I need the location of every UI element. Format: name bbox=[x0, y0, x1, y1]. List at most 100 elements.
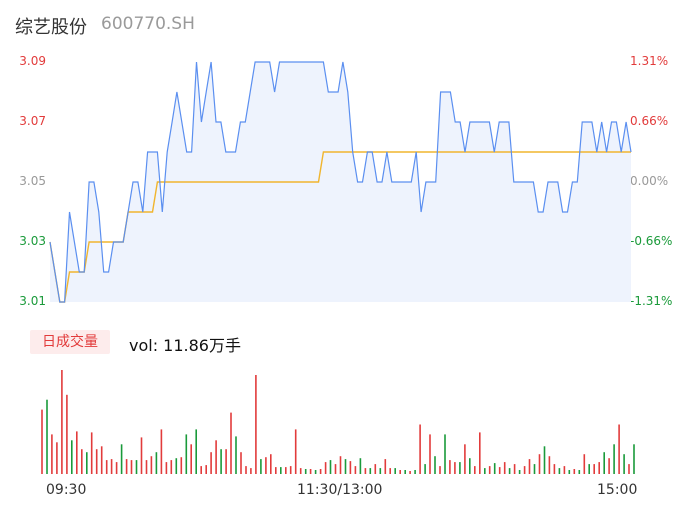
volume-bar bbox=[294, 429, 297, 474]
volume-bar bbox=[150, 456, 153, 474]
x-tick-open: 09:30 bbox=[46, 482, 87, 498]
volume-bar bbox=[419, 424, 421, 474]
volume-bar bbox=[289, 466, 292, 474]
volume-bar bbox=[588, 464, 590, 474]
volume-bar bbox=[454, 462, 456, 474]
volume-bar bbox=[225, 449, 227, 474]
volume-bar bbox=[334, 464, 337, 474]
volume-bar bbox=[583, 454, 586, 474]
volume-bar bbox=[175, 458, 178, 474]
volume-bar bbox=[314, 470, 317, 474]
volume-total: vol: 11.86万手 bbox=[129, 336, 241, 355]
volume-bar bbox=[215, 440, 217, 474]
volume-bar bbox=[593, 464, 595, 474]
volume-bar bbox=[235, 436, 237, 474]
volume-bar bbox=[76, 431, 78, 474]
volume-bars bbox=[41, 370, 635, 474]
price-line bbox=[49, 61, 632, 303]
stock-name: 综艺股份 bbox=[15, 17, 87, 38]
volume-bar bbox=[220, 449, 222, 474]
volume-bar bbox=[598, 462, 600, 474]
volume-bar bbox=[568, 470, 571, 474]
volume-bar bbox=[71, 440, 73, 474]
y-tick-right: -1.31% bbox=[630, 294, 673, 308]
y-tick-right: 1.31% bbox=[630, 54, 669, 68]
volume-bar bbox=[429, 434, 431, 474]
volume-bar bbox=[374, 464, 377, 474]
volume-bar bbox=[439, 466, 441, 474]
volume-bar bbox=[548, 456, 551, 474]
volume-bar bbox=[140, 437, 143, 474]
volume-bar bbox=[464, 444, 466, 474]
volume-bar bbox=[394, 468, 396, 474]
volume-bar bbox=[61, 370, 63, 474]
volume-bar bbox=[270, 454, 272, 474]
volume-bar bbox=[185, 434, 188, 474]
volume-bar bbox=[344, 459, 347, 474]
volume-bar bbox=[170, 460, 173, 474]
volume-bar bbox=[200, 466, 202, 474]
y-tick-left: 3.07 bbox=[19, 114, 46, 128]
volume-bar bbox=[409, 471, 411, 474]
volume-tab[interactable]: 日成交量 bbox=[30, 330, 110, 354]
volume-bar bbox=[329, 460, 332, 474]
volume-bar bbox=[165, 462, 168, 474]
volume-bar bbox=[508, 468, 511, 474]
volume-bar bbox=[404, 470, 406, 474]
volume-bar bbox=[608, 458, 610, 474]
volume-bar bbox=[434, 456, 436, 474]
volume-bar bbox=[180, 457, 183, 474]
volume-bar bbox=[623, 454, 625, 474]
volume-bar bbox=[265, 457, 267, 474]
volume-bar bbox=[469, 458, 471, 474]
volume-bar bbox=[484, 468, 486, 474]
volume-bar bbox=[46, 399, 48, 474]
volume-bar bbox=[618, 424, 620, 474]
volume-bar bbox=[513, 464, 516, 474]
volume-bar bbox=[41, 409, 43, 474]
volume-bar bbox=[105, 460, 108, 474]
volume-bar bbox=[538, 454, 541, 474]
volume-bar bbox=[210, 452, 212, 474]
volume-bar bbox=[424, 464, 426, 474]
volume-bar bbox=[518, 470, 521, 474]
volume-bar bbox=[379, 468, 382, 474]
volume-bar bbox=[309, 469, 312, 474]
x-tick-midday: 11:30/13:00 bbox=[297, 482, 383, 498]
volume-bar bbox=[190, 444, 192, 474]
volume-bar bbox=[449, 460, 451, 474]
y-tick-right: 0.66% bbox=[630, 114, 669, 128]
volume-bar bbox=[160, 429, 163, 474]
volume-bar bbox=[245, 466, 247, 474]
volume-bar bbox=[339, 456, 342, 474]
volume-bar bbox=[280, 467, 282, 474]
volume-bar bbox=[51, 434, 53, 474]
volume-bar bbox=[384, 459, 387, 474]
volume-bar bbox=[95, 449, 98, 474]
volume-bar bbox=[130, 460, 133, 474]
y-tick-left: 3.03 bbox=[19, 234, 46, 248]
volume-bar bbox=[613, 444, 615, 474]
volume-bar bbox=[389, 468, 391, 474]
volume-bar bbox=[135, 460, 138, 474]
volume-bar bbox=[255, 375, 257, 474]
volume-bar bbox=[633, 444, 635, 474]
volume-bar bbox=[479, 432, 481, 474]
volume-bar bbox=[364, 468, 367, 474]
volume-bar bbox=[275, 467, 277, 474]
volume-bar bbox=[205, 465, 207, 474]
y-tick-left: 3.09 bbox=[19, 54, 46, 68]
volume-bar bbox=[553, 464, 556, 474]
volume-bar bbox=[503, 462, 506, 474]
volume-bar bbox=[359, 458, 362, 474]
volume-bar bbox=[155, 452, 158, 474]
volume-bar bbox=[66, 394, 68, 474]
volume-bar bbox=[285, 467, 287, 474]
volume-bar bbox=[250, 468, 252, 474]
volume-bar bbox=[474, 466, 476, 474]
volume-bar bbox=[528, 459, 531, 474]
volume-bar bbox=[240, 452, 242, 474]
volume-bar bbox=[195, 429, 197, 474]
stock-code: 600770.SH bbox=[101, 14, 195, 34]
